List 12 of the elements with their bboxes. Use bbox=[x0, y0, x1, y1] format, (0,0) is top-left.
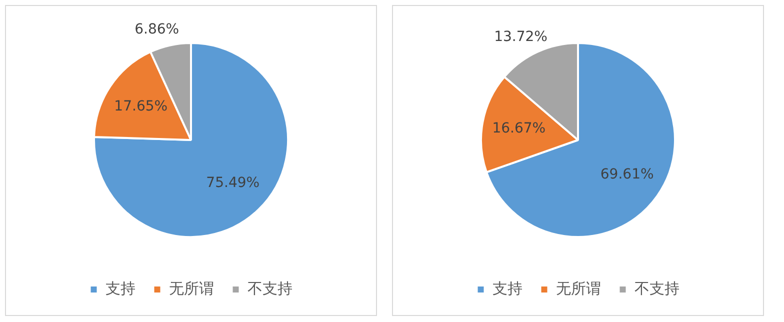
data-label: 17.65% bbox=[114, 98, 168, 114]
data-label: 75.49% bbox=[206, 174, 260, 191]
data-label: 6.86% bbox=[134, 21, 180, 38]
legend-label: 不支持 bbox=[247, 279, 292, 298]
legend-label: 无所谓 bbox=[556, 279, 601, 298]
legend-label: 支持 bbox=[492, 279, 522, 298]
data-label: 16.67% bbox=[492, 120, 546, 137]
legend-label: 支持 bbox=[105, 279, 136, 298]
legend-label: 不支持 bbox=[634, 279, 680, 298]
data-label: 13.72% bbox=[494, 28, 548, 45]
legend-label: 无所谓 bbox=[168, 279, 214, 298]
data-label: 69.61% bbox=[600, 166, 654, 182]
